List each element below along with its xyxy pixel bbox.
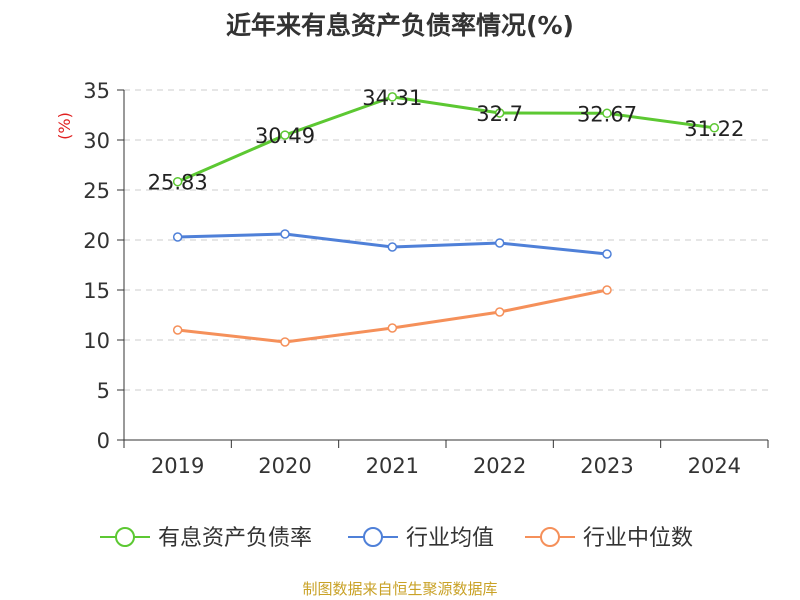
y-tick-label: 30 [83,129,110,153]
data-point [172,232,183,242]
data-label: 30.49 [255,124,315,148]
legend-marker [540,527,560,547]
legend-label: 行业均值 [406,526,494,551]
x-tick-label: 2020 [258,454,311,478]
legend-label: 有息资产负债率 [158,526,312,551]
data-point [280,130,290,140]
data-point [387,242,398,252]
y-tick-label: 5 [97,379,110,403]
y-axis-label: (%) [55,112,74,140]
data-label: 31.22 [684,117,744,141]
legend-marker [363,527,383,547]
data-point [602,285,612,295]
y-tick-label: 20 [83,229,110,253]
x-tick-label: 2019 [151,454,204,478]
data-point [172,325,183,335]
legend-label: 行业中位数 [583,526,693,551]
chart-title: 近年来有息资产负债率情况(%) [226,11,574,40]
x-tick-label: 2023 [580,454,633,478]
y-tick-label: 10 [83,329,110,353]
data-point [709,123,720,133]
data-label: 34.31 [362,86,422,110]
data-label: 32.67 [577,102,637,126]
data-point [494,307,505,317]
data-point [172,176,183,187]
data-point [494,238,505,248]
source-note: 制图数据来自恒生聚源数据库 [302,580,498,598]
data-point [387,323,398,333]
y-tick-label: 35 [83,79,110,103]
data-point [387,92,398,102]
data-label: 32.7 [476,102,523,126]
data-point [602,249,612,259]
data-point [602,108,612,119]
y-tick-label: 15 [83,279,110,303]
data-point [280,229,290,239]
x-tick-label: 2022 [473,454,526,478]
series-line-1 [177,95,715,184]
x-tick-label: 2021 [366,454,419,478]
data-label: 25.83 [148,171,208,195]
legend-marker [115,527,135,547]
data-point [494,108,505,118]
series-line-3 [177,288,608,344]
y-tick-label: 25 [83,179,110,203]
x-tick-label: 2024 [688,454,741,478]
data-point [280,337,290,347]
y-tick-label: 0 [97,429,110,453]
